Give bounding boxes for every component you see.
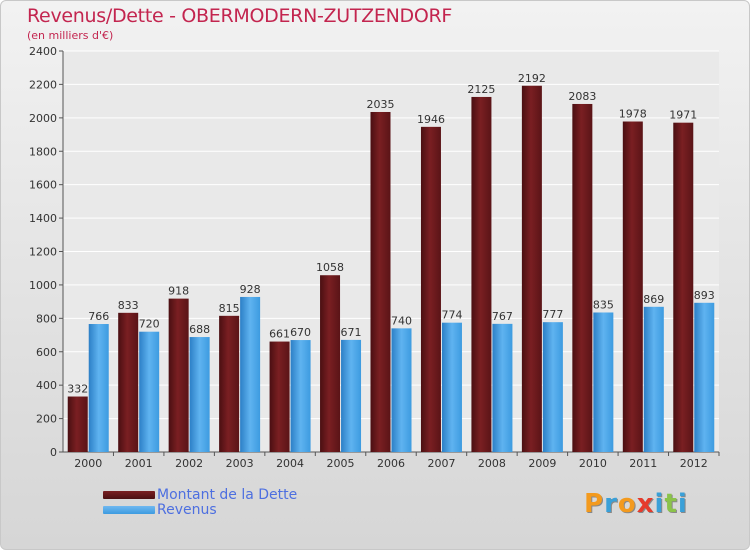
debt-bar	[320, 275, 341, 452]
debt-bar	[622, 121, 643, 453]
debt-value-label: 833	[118, 299, 139, 312]
legend-swatch-debt	[103, 491, 155, 499]
debt-bar	[118, 312, 139, 452]
revenue-bar	[240, 296, 261, 452]
y-tick-label: 2200	[29, 78, 57, 91]
y-tick-label: 1400	[29, 212, 57, 225]
revenue-bar	[593, 312, 614, 452]
revenue-bar	[290, 340, 311, 452]
logo-letter: o	[617, 489, 637, 519]
revenue-bar	[694, 302, 715, 452]
logo-letter: i	[677, 489, 688, 519]
legend-swatch-revenue	[103, 506, 155, 514]
debt-value-label: 1971	[669, 109, 697, 122]
y-tick-label: 1200	[29, 246, 57, 259]
debt-value-label: 1946	[417, 113, 445, 126]
x-tick-label: 2003	[226, 457, 254, 470]
debt-value-label: 332	[67, 383, 88, 396]
x-tick-label: 2005	[327, 457, 355, 470]
debt-value-label: 2192	[518, 72, 546, 85]
debt-bar	[269, 341, 290, 452]
x-tick-label: 2006	[377, 457, 405, 470]
y-tick-label: 1600	[29, 179, 57, 192]
revenue-value-label: 835	[593, 298, 614, 311]
y-tick-label: 2000	[29, 112, 57, 125]
revenue-value-label: 893	[694, 289, 715, 302]
y-tick-label: 800	[36, 312, 57, 325]
revenue-value-label: 670	[290, 326, 311, 339]
logo-letter: t	[664, 489, 678, 519]
y-tick-label: 400	[36, 379, 57, 392]
debt-value-label: 2125	[467, 83, 495, 96]
chart-subtitle: (en milliers d'€)	[27, 29, 114, 42]
debt-value-label: 661	[269, 328, 290, 341]
x-tick-label: 2010	[579, 457, 607, 470]
x-tick-label: 2009	[528, 457, 556, 470]
y-tick-label: 1800	[29, 145, 57, 158]
legend-label-debt: Montant de la Dette	[157, 487, 298, 503]
revenue-bar	[492, 323, 513, 452]
revenue-value-label: 688	[189, 323, 210, 336]
revenue-bar	[542, 322, 563, 452]
revenue-value-label: 777	[542, 308, 563, 321]
debt-bar	[420, 126, 441, 452]
debt-bar	[219, 315, 240, 452]
debt-bar	[471, 96, 492, 453]
x-tick-label: 2008	[478, 457, 506, 470]
proxiti-logo: Proxiti	[584, 489, 688, 519]
y-tick-label: 200	[36, 413, 57, 426]
x-tick-label: 2002	[175, 457, 203, 470]
revenue-value-label: 774	[441, 309, 462, 322]
debt-bar	[67, 396, 88, 452]
revenue-bar	[341, 339, 362, 452]
debt-bar	[168, 298, 189, 452]
x-tick-label: 2012	[680, 457, 708, 470]
revenue-bar	[441, 322, 462, 452]
logo-letter: x	[636, 489, 655, 519]
x-tick-label: 2011	[629, 457, 657, 470]
revenue-value-label: 928	[240, 283, 261, 296]
chart-title: Revenus/Dette - OBERMODERN-ZUTZENDORF	[27, 5, 453, 27]
debt-bar	[521, 85, 542, 453]
revenue-bar	[88, 324, 109, 452]
debt-value-label: 1058	[316, 261, 344, 274]
revenue-value-label: 740	[391, 314, 412, 327]
debt-bar	[572, 103, 593, 452]
debt-value-label: 2083	[568, 90, 596, 103]
revenue-bar	[391, 328, 412, 452]
debt-value-label: 2035	[367, 98, 395, 111]
revenue-bar	[643, 306, 664, 452]
debt-value-label: 815	[219, 302, 240, 315]
x-tick-label: 2001	[125, 457, 153, 470]
debt-value-label: 918	[168, 285, 189, 298]
revenue-bar	[139, 331, 160, 452]
revenue-value-label: 767	[492, 310, 513, 323]
legend-label-revenue: Revenus	[157, 502, 217, 518]
y-tick-label: 1000	[29, 279, 57, 292]
logo-letter: P	[584, 489, 605, 519]
logo-letter: i	[654, 489, 665, 519]
revenue-bar	[189, 337, 210, 452]
revenue-value-label: 869	[643, 293, 664, 306]
x-tick-label: 2000	[74, 457, 102, 470]
debt-bar	[370, 111, 391, 453]
revenue-value-label: 766	[88, 310, 109, 323]
debt-value-label: 1978	[619, 108, 647, 121]
y-tick-label: 600	[36, 346, 57, 359]
debt-bar	[673, 122, 694, 453]
x-tick-label: 2004	[276, 457, 304, 470]
y-tick-label: 0	[50, 446, 57, 459]
revenue-value-label: 720	[139, 318, 160, 331]
y-tick-label: 2400	[29, 45, 57, 58]
logo-letter: r	[604, 489, 618, 519]
x-tick-label: 2007	[427, 457, 455, 470]
revenue-value-label: 671	[341, 326, 362, 339]
